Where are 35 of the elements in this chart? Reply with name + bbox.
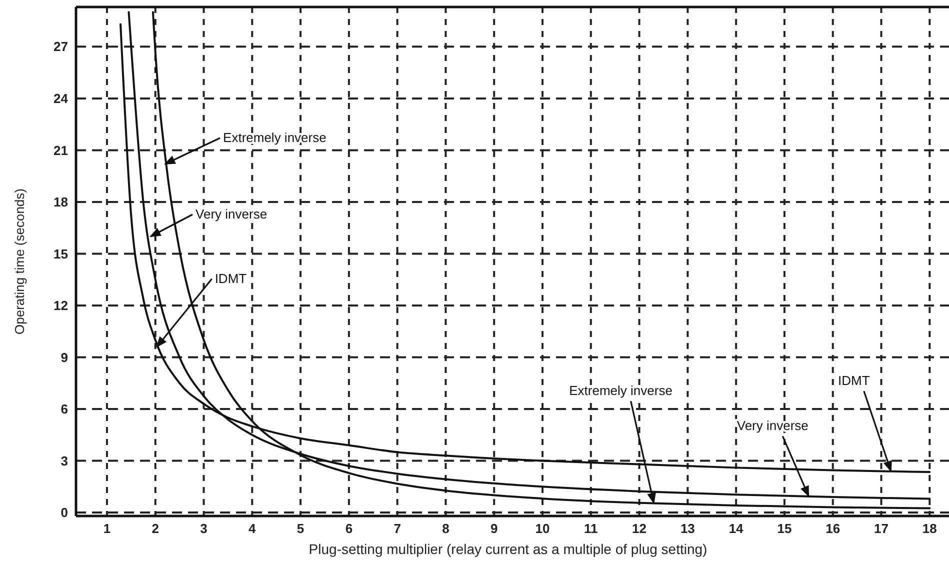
y-tick-label: 21 [54,142,68,158]
x-tick-label: 8 [442,521,450,536]
x-tick-label: 18 [922,521,937,536]
y-tick-label: 12 [54,298,68,314]
x-tick-label: 7 [394,521,401,536]
y-tick-label: 0 [60,505,68,520]
x-tick-label: 10 [535,521,550,536]
y-tick-label: 18 [54,194,68,210]
x-tick-label: 6 [345,521,353,536]
x-tick-label: 3 [200,521,208,536]
annotation: Extremely inverse [569,383,672,398]
y-tick-label: 6 [60,402,68,417]
x-tick-label: 4 [248,521,257,536]
x-tick-label: 5 [296,521,304,536]
annotation: Very inverse [736,418,808,434]
y-tick-label: 27 [54,39,68,54]
x-tick-label: 15 [777,521,792,536]
x-tick-label: 16 [826,521,840,536]
annotation: IDMT [214,270,247,286]
y-tick-label: 3 [60,453,68,468]
y-axis-title: Operating time (seconds) [12,188,27,334]
x-tick-label: 1 [103,521,111,536]
x-tick-label: 2 [152,521,159,536]
x-axis-title: Plug-setting multiplier (relay current as a multiple of plug setting) [308,541,708,557]
y-tick-label: 24 [54,90,69,106]
x-tick-label: 11 [584,521,598,536]
y-tick-label: 9 [60,350,68,365]
annotation: Extremely inverse [223,130,326,146]
x-tick-label: 17 [874,521,888,536]
annotation: IDMT [838,373,870,388]
y-tick-label: 15 [54,246,68,262]
x-tick-label: 13 [680,521,695,536]
x-tick-label: 14 [728,521,744,536]
x-tick-label: 9 [490,521,498,536]
x-tick-label: 12 [632,521,647,536]
